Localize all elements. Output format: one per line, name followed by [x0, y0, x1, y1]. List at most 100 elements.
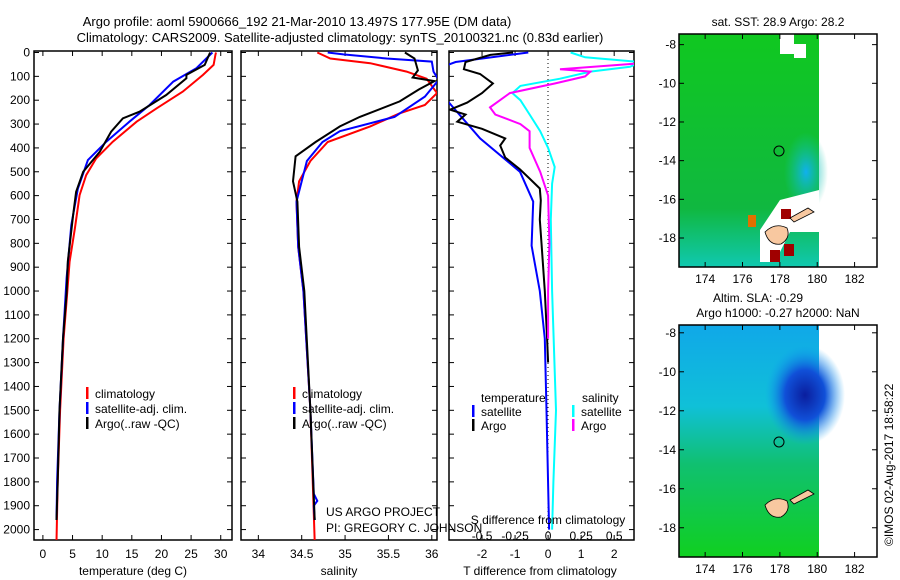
- x-tick-label: 25: [184, 547, 198, 561]
- difference-panel: -2 -1 0 1 2 -0.5 -0.25 0 0.25 0.5 S difference fr…: [448, 50, 635, 578]
- timestamp-stamp: ©IMOS 02-Aug-2017 18:58:22: [882, 383, 896, 546]
- y-tick-label: 300: [10, 117, 30, 131]
- salinity-panel: 34 34.5 35 35.5 36 salinity climatologysatel…: [240, 50, 482, 578]
- x-tick-label: 1: [578, 547, 585, 561]
- sla-map: Altim. SLA: -0.29 Argo h1000: -0.27 h200…: [659, 291, 878, 576]
- legend-label: climatology: [95, 387, 155, 401]
- lat-tick-label: -16: [659, 192, 677, 206]
- lat-tick-label: -14: [659, 443, 677, 457]
- lon-tick-label: 174: [695, 562, 715, 576]
- sla-map-title: Altim. SLA: -0.29: [713, 291, 803, 305]
- legend-swatch: [472, 419, 475, 431]
- series-line-argo-raw-qc-: [291, 51, 437, 521]
- sla-map-subtitle: Argo h1000: -0.27 h2000: NaN: [696, 306, 859, 320]
- legend-swatch: [86, 417, 89, 429]
- legend-label: satellite-adj. clim.: [302, 402, 394, 416]
- legend-swatch: [572, 419, 575, 431]
- y-tick-label: 600: [10, 189, 30, 203]
- legend-label: Argo: [481, 419, 507, 433]
- y-tick-label: 1300: [3, 356, 30, 370]
- x-tick-label: 0: [40, 547, 47, 561]
- series-line-salinity-argo: [488, 62, 634, 339]
- legend-label: satellite: [481, 405, 522, 419]
- y-tick-label: 1600: [3, 427, 30, 441]
- lat-tick-label: -8: [665, 38, 676, 52]
- s-tick-label: -0.25: [501, 529, 529, 543]
- project-label: US ARGO PROJECT: [326, 505, 441, 519]
- y-tick-label: 400: [10, 141, 30, 155]
- s-tick-label: -0.5: [472, 529, 493, 543]
- sst-map: sat. SST: 28.9 Argo: 28.2 174 176 178 180 18…: [659, 15, 878, 286]
- x-tick-label: -2: [477, 547, 488, 561]
- x-tick-label: 5: [69, 547, 76, 561]
- series-line-satellite-adj-clim-: [295, 51, 437, 521]
- legend-swatch: [293, 402, 296, 414]
- lon-tick-label: 180: [807, 272, 827, 286]
- lat-tick-label: -18: [659, 521, 677, 535]
- y-tick-label: 1700: [3, 451, 30, 465]
- legend-label: Argo(..raw -QC): [302, 417, 387, 431]
- temperature-panel: 0100200300400500600700800900100011001200…: [3, 46, 233, 578]
- figure-title-line2: Climatology: CARS2009. Satellite-adjuste…: [77, 30, 604, 45]
- argo-position-marker: [773, 145, 785, 157]
- x-tick-label: 15: [125, 547, 139, 561]
- s-tick-label: 0.5: [606, 529, 623, 543]
- y-tick-label: 900: [10, 260, 30, 274]
- y-tick-label: 1800: [3, 475, 30, 489]
- lat-tick-label: -10: [659, 365, 677, 379]
- series-line-temperature-argo: [449, 51, 550, 363]
- legend-header: salinity: [582, 391, 619, 405]
- legend-label: satellite: [581, 405, 622, 419]
- salinity-x-label: salinity: [321, 564, 358, 578]
- figure-title-line1: Argo profile: aoml 5900666_192 21-Mar-20…: [83, 14, 512, 29]
- y-tick-label: 1400: [3, 379, 30, 393]
- legend-label: Argo(..raw -QC): [95, 417, 180, 431]
- x-tick-label: 20: [155, 547, 169, 561]
- legend-header: temperature: [481, 391, 546, 405]
- lon-tick-label: 174: [695, 272, 715, 286]
- lat-tick-label: -12: [659, 404, 677, 418]
- legend-swatch: [472, 405, 475, 417]
- x-tick-label: 30: [214, 547, 228, 561]
- legend-label: climatology: [302, 387, 362, 401]
- legend-swatch: [86, 402, 89, 414]
- pi-label: PI: GREGORY C. JOHNSON: [326, 521, 482, 535]
- y-tick-label: 200: [10, 93, 30, 107]
- legend-swatch: [572, 405, 575, 417]
- y-tick-label: 1200: [3, 332, 30, 346]
- legend-swatch: [86, 387, 89, 399]
- y-tick-label: 1000: [3, 284, 30, 298]
- lat-tick-label: -8: [665, 326, 676, 340]
- series-line-climatology: [295, 51, 437, 540]
- x-tick-label: 10: [95, 547, 109, 561]
- lat-tick-label: -18: [659, 231, 677, 245]
- lat-tick-label: -12: [659, 115, 677, 129]
- lon-tick-label: 180: [807, 562, 827, 576]
- lat-tick-label: -16: [659, 482, 677, 496]
- lon-tick-label: 178: [770, 562, 790, 576]
- temperature-x-label: temperature (deg C): [79, 564, 187, 578]
- lon-tick-label: 176: [732, 562, 752, 576]
- island-shape: [764, 225, 789, 245]
- x-tick-label: 34.5: [290, 547, 314, 561]
- legend-swatch: [293, 417, 296, 429]
- x-tick-label: 36: [425, 547, 439, 561]
- x-tick-label: 35: [338, 547, 352, 561]
- x-tick-label: -1: [510, 547, 521, 561]
- s-difference-label: S difference from climatology: [471, 513, 626, 527]
- y-tick-label: 1900: [3, 499, 30, 513]
- lat-tick-label: -14: [659, 154, 677, 168]
- sst-map-title: sat. SST: 28.9 Argo: 28.2: [712, 15, 845, 29]
- s-tick-label: 0: [545, 529, 552, 543]
- legend-label: Argo: [581, 419, 607, 433]
- x-tick-label: 35.5: [377, 547, 401, 561]
- legend-swatch: [293, 387, 296, 399]
- series-line-salinity-satellite: [510, 51, 634, 530]
- y-tick-label: 500: [10, 165, 30, 179]
- difference-legend: temperature salinitysatelliteArgosatellit…: [472, 391, 622, 433]
- y-tick-label: 700: [10, 212, 30, 226]
- lon-tick-label: 182: [845, 562, 865, 576]
